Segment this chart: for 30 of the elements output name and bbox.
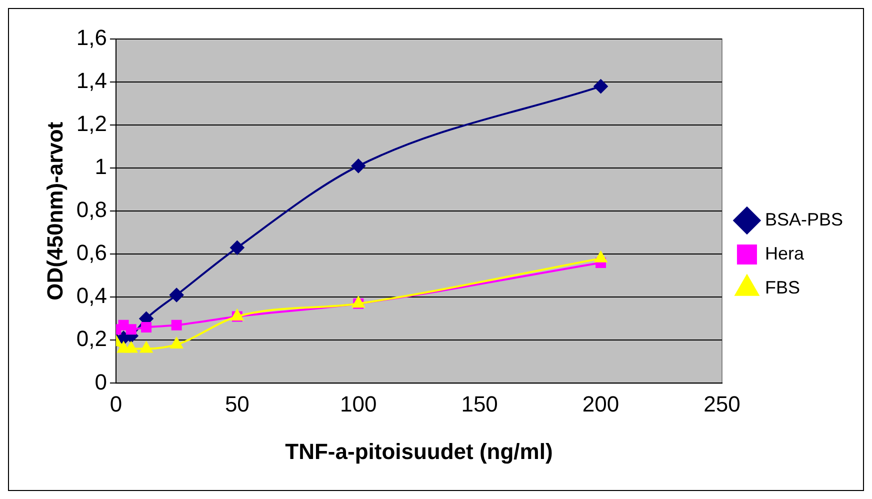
x-tick-label: 250: [704, 391, 740, 416]
y-tick-label: 0,4: [76, 283, 107, 308]
point: [170, 288, 184, 302]
point: [594, 79, 608, 94]
point: [124, 342, 138, 353]
point: [170, 337, 183, 348]
x-tick-label: 150: [461, 391, 498, 416]
x-tick-label: 100: [340, 391, 377, 416]
point: [230, 240, 244, 255]
point: [594, 251, 607, 262]
legend-label: FBS: [764, 277, 800, 298]
y-tick-label: 1,2: [76, 111, 107, 136]
x-tick-label: 200: [582, 391, 620, 416]
point: [351, 158, 366, 173]
point: [141, 322, 152, 333]
legend-label: Hera: [764, 243, 805, 264]
x-tick-label: 50: [224, 391, 250, 416]
y-tick-label: 0: [94, 369, 107, 394]
y-tick-label: 0,6: [76, 240, 107, 266]
x-axis-title: TNF-a-pitoisuudet (ng/ml): [285, 438, 553, 464]
y-tick-label: 0,8: [76, 197, 107, 222]
y-tick-label: 1,6: [76, 25, 107, 50]
y-tick-label: 0,2: [76, 326, 107, 352]
point: [140, 342, 152, 353]
point: [171, 320, 182, 330]
y-tick-label: 1,4: [76, 68, 107, 94]
legend-label: BSA-PBS: [764, 209, 843, 230]
point: [126, 324, 136, 335]
y-axis-title: OD(450nm)-arvot: [42, 121, 68, 300]
y-tick-label: 1: [94, 154, 107, 180]
